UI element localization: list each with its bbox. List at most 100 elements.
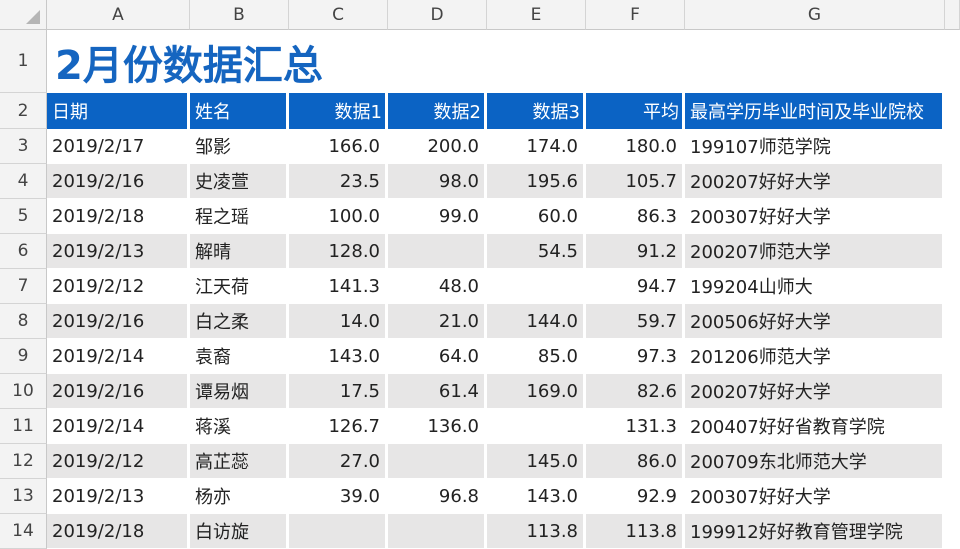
table-cell[interactable]: 2019/2/18	[47, 199, 190, 234]
table-cell[interactable]: 邹影	[190, 129, 289, 164]
table-cell[interactable]: 100.0	[289, 199, 388, 234]
table-cell[interactable]: 143.0	[487, 479, 586, 514]
table-cell[interactable]: 113.8	[487, 514, 586, 549]
table-cell[interactable]: 99.0	[388, 199, 487, 234]
table-cell[interactable]: 98.0	[388, 164, 487, 199]
table-cell[interactable]: 131.3	[586, 409, 685, 444]
table-cell[interactable]: 201206师范大学	[685, 339, 945, 374]
table-cell[interactable]: 2019/2/16	[47, 164, 190, 199]
table-cell[interactable]	[487, 269, 586, 304]
table-cell[interactable]: 86.3	[586, 199, 685, 234]
table-cell[interactable]: 白之柔	[190, 304, 289, 339]
table-cell[interactable]: 144.0	[487, 304, 586, 339]
table-cell[interactable]: 145.0	[487, 444, 586, 479]
table-cell[interactable]: 200307好好大学	[685, 199, 945, 234]
table-cell[interactable]: 200207好好大学	[685, 164, 945, 199]
table-cell[interactable]: 141.3	[289, 269, 388, 304]
table-cell[interactable]	[388, 234, 487, 269]
table-cell[interactable]: 60.0	[487, 199, 586, 234]
table-cell[interactable]: 21.0	[388, 304, 487, 339]
table-cell[interactable]: 92.9	[586, 479, 685, 514]
table-cell[interactable]: 谭易烟	[190, 374, 289, 409]
table-cell[interactable]: 199204山师大	[685, 269, 945, 304]
table-cell[interactable]: 169.0	[487, 374, 586, 409]
table-cell[interactable]: 23.5	[289, 164, 388, 199]
table-cell[interactable]: 200307好好大学	[685, 479, 945, 514]
table-cell[interactable]: 82.6	[586, 374, 685, 409]
header-cell-D[interactable]: 数据2	[388, 93, 487, 129]
column-header-A[interactable]: A	[47, 0, 190, 30]
row-header-9[interactable]: 9	[0, 339, 47, 374]
table-cell[interactable]: 61.4	[388, 374, 487, 409]
header-cell-A[interactable]: 日期	[47, 93, 190, 129]
table-cell[interactable]: 200407好好省教育学院	[685, 409, 945, 444]
table-cell[interactable]: 2019/2/12	[47, 269, 190, 304]
table-cell[interactable]: 96.8	[388, 479, 487, 514]
table-cell[interactable]: 2019/2/18	[47, 514, 190, 549]
table-cell[interactable]: 59.7	[586, 304, 685, 339]
column-header-B[interactable]: B	[190, 0, 289, 30]
table-cell[interactable]: 85.0	[487, 339, 586, 374]
table-cell[interactable]: 2019/2/13	[47, 234, 190, 269]
row-header-13[interactable]: 13	[0, 479, 47, 514]
table-cell[interactable]: 48.0	[388, 269, 487, 304]
table-cell[interactable]: 180.0	[586, 129, 685, 164]
table-cell[interactable]: 2019/2/12	[47, 444, 190, 479]
table-cell[interactable]	[487, 409, 586, 444]
table-cell[interactable]: 105.7	[586, 164, 685, 199]
table-cell[interactable]: 200709东北师范大学	[685, 444, 945, 479]
sheet-title[interactable]: 2月份数据汇总	[55, 42, 323, 89]
column-header-next[interactable]	[945, 0, 960, 30]
header-cell-E[interactable]: 数据3	[487, 93, 586, 129]
table-cell[interactable]: 2019/2/14	[47, 339, 190, 374]
table-cell[interactable]: 143.0	[289, 339, 388, 374]
table-cell[interactable]: 64.0	[388, 339, 487, 374]
table-cell[interactable]: 128.0	[289, 234, 388, 269]
table-cell[interactable]: 14.0	[289, 304, 388, 339]
row-header-3[interactable]: 3	[0, 129, 47, 164]
row-header-1[interactable]: 1	[0, 30, 47, 93]
table-cell[interactable]	[388, 514, 487, 549]
table-cell[interactable]: 2019/2/16	[47, 374, 190, 409]
table-cell[interactable]: 17.5	[289, 374, 388, 409]
table-cell[interactable]: 126.7	[289, 409, 388, 444]
table-cell[interactable]: 94.7	[586, 269, 685, 304]
header-cell-C[interactable]: 数据1	[289, 93, 388, 129]
table-cell[interactable]: 江天荷	[190, 269, 289, 304]
row-header-8[interactable]: 8	[0, 304, 47, 339]
table-cell[interactable]: 蒋溪	[190, 409, 289, 444]
select-all-button[interactable]	[0, 0, 47, 30]
row-header-10[interactable]: 10	[0, 374, 47, 409]
table-cell[interactable]: 200506好好大学	[685, 304, 945, 339]
table-cell[interactable]: 杨亦	[190, 479, 289, 514]
row-header-11[interactable]: 11	[0, 409, 47, 444]
table-cell[interactable]: 136.0	[388, 409, 487, 444]
table-cell[interactable]: 199107师范学院	[685, 129, 945, 164]
row-header-6[interactable]: 6	[0, 234, 47, 269]
table-cell[interactable]: 200207好好大学	[685, 374, 945, 409]
column-header-F[interactable]: F	[586, 0, 685, 30]
table-cell[interactable]: 113.8	[586, 514, 685, 549]
table-cell[interactable]: 91.2	[586, 234, 685, 269]
table-cell[interactable]: 高芷蕊	[190, 444, 289, 479]
table-cell[interactable]: 174.0	[487, 129, 586, 164]
table-cell[interactable]: 2019/2/13	[47, 479, 190, 514]
table-cell[interactable]: 袁裔	[190, 339, 289, 374]
table-cell[interactable]: 97.3	[586, 339, 685, 374]
column-header-E[interactable]: E	[487, 0, 586, 30]
table-cell[interactable]: 程之瑶	[190, 199, 289, 234]
table-cell[interactable]: 2019/2/14	[47, 409, 190, 444]
table-cell[interactable]: 54.5	[487, 234, 586, 269]
row-header-4[interactable]: 4	[0, 164, 47, 199]
column-header-C[interactable]: C	[289, 0, 388, 30]
row-header-14[interactable]: 14	[0, 514, 47, 549]
table-cell[interactable]: 27.0	[289, 444, 388, 479]
header-cell-B[interactable]: 姓名	[190, 93, 289, 129]
table-cell[interactable]: 195.6	[487, 164, 586, 199]
table-cell[interactable]: 200207师范大学	[685, 234, 945, 269]
table-cell[interactable]	[388, 444, 487, 479]
table-cell[interactable]: 白访旋	[190, 514, 289, 549]
table-cell[interactable]	[289, 514, 388, 549]
column-header-G[interactable]: G	[685, 0, 945, 30]
header-cell-G[interactable]: 最高学历毕业时间及毕业院校	[685, 93, 945, 129]
